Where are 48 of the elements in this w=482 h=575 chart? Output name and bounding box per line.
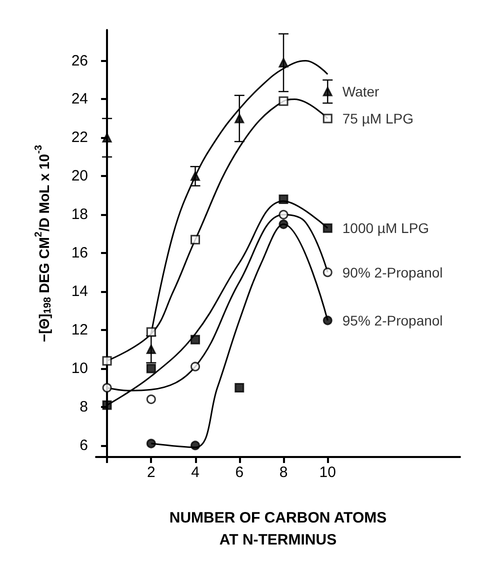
point: [146, 438, 156, 448]
series-label: Water: [342, 84, 380, 100]
point: [190, 440, 200, 450]
y-tick-label: 18: [71, 206, 88, 224]
x-tick-label: 10: [319, 464, 336, 481]
x-tick-label: 6: [235, 464, 244, 481]
point: [102, 356, 112, 366]
point: [102, 383, 112, 393]
point: [322, 316, 332, 326]
series-label: 95% 2-Propanol: [342, 312, 443, 328]
y-tick-label: 14: [71, 283, 88, 300]
point: [234, 114, 244, 124]
point: [278, 194, 288, 204]
point: [278, 220, 288, 230]
point: [322, 268, 332, 278]
point: [190, 334, 200, 344]
y-tick-label: 8: [80, 398, 88, 416]
series-label: 75 µM LPG: [342, 110, 414, 126]
point: [146, 394, 156, 404]
y-axis-title: −[Θ]198 DEG CM2/D MoL x 10-3: [34, 144, 54, 342]
y-tick-label: 20: [71, 168, 88, 185]
point: [278, 58, 288, 68]
series-label: 90% 2-Propanol: [342, 264, 443, 280]
y-tick-label: 24: [71, 90, 88, 108]
point: [146, 364, 156, 374]
y-tick-label: 26: [71, 52, 88, 70]
point: [322, 114, 332, 124]
x-axis-title: NUMBER OF CARBON ATOMS AT N-TERMINUS: [169, 510, 387, 548]
point: [146, 327, 156, 337]
x-tick-label: 2: [146, 464, 156, 481]
y-tick-label: 6: [80, 436, 88, 454]
y-tick-label: 12: [71, 322, 88, 339]
point: [234, 383, 244, 393]
series-label: 1000 µM LPG: [342, 220, 430, 236]
point: [146, 344, 156, 354]
y-tick-label: 22: [71, 129, 88, 146]
point: [278, 96, 288, 106]
x-tick-label: 4: [191, 464, 200, 481]
point: [322, 86, 332, 96]
point: [102, 132, 112, 142]
y-tick-label: 10: [71, 360, 88, 378]
point: [190, 362, 200, 372]
point: [322, 223, 332, 233]
x-tick-label: 8: [279, 464, 288, 481]
point: [190, 234, 200, 244]
point: [190, 171, 200, 181]
point: [278, 210, 288, 220]
y-tick-label: 16: [71, 244, 88, 262]
